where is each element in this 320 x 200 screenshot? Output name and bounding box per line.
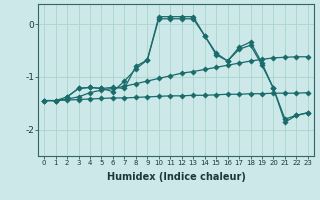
X-axis label: Humidex (Indice chaleur): Humidex (Indice chaleur) xyxy=(107,172,245,182)
